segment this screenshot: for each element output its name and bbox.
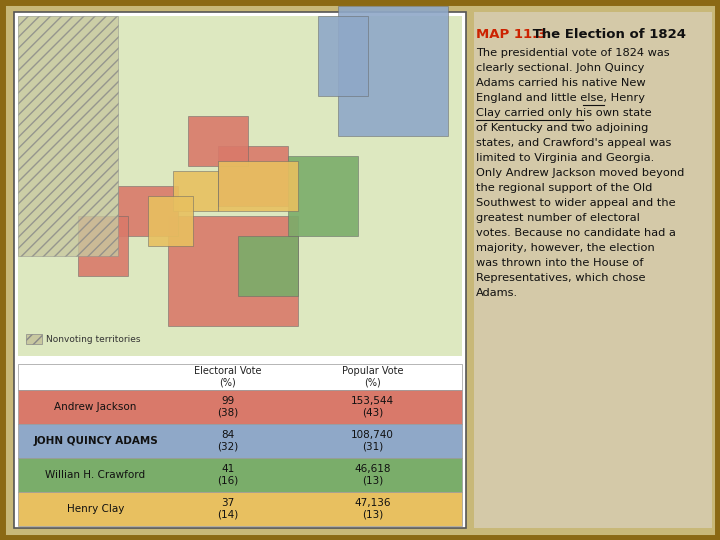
Text: 47,136
(13): 47,136 (13) bbox=[354, 498, 391, 520]
Bar bbox=[18, 458, 462, 492]
Bar bbox=[18, 424, 462, 458]
Text: Popular Vote
(%): Popular Vote (%) bbox=[342, 366, 403, 388]
Text: majority, however, the election: majority, however, the election bbox=[476, 243, 654, 253]
Text: MAP 11.3: MAP 11.3 bbox=[476, 28, 546, 41]
Text: Clay carried only his own state: Clay carried only his own state bbox=[476, 108, 652, 118]
Bar bbox=[238, 236, 298, 296]
Text: 41
(16): 41 (16) bbox=[217, 464, 238, 486]
Text: limited to Virginia and Georgia.: limited to Virginia and Georgia. bbox=[476, 153, 654, 163]
Bar bbox=[148, 196, 193, 246]
Text: Only Andrew Jackson moved beyond: Only Andrew Jackson moved beyond bbox=[476, 168, 685, 178]
Text: of Kentucky and two adjoining: of Kentucky and two adjoining bbox=[476, 123, 649, 133]
Text: The presidential vote of 1824 was: The presidential vote of 1824 was bbox=[476, 48, 670, 58]
Bar bbox=[78, 216, 128, 276]
Bar bbox=[188, 116, 248, 166]
Text: votes. Because no candidate had a: votes. Because no candidate had a bbox=[476, 228, 676, 238]
Text: England and little else, Henry: England and little else, Henry bbox=[476, 93, 645, 103]
Bar bbox=[18, 16, 462, 356]
Bar bbox=[168, 216, 298, 326]
Bar bbox=[118, 186, 178, 236]
Text: Henry Clay: Henry Clay bbox=[67, 504, 124, 514]
Text: Electoral Vote
(%): Electoral Vote (%) bbox=[194, 366, 262, 388]
Text: greatest number of electoral: greatest number of electoral bbox=[476, 213, 640, 223]
Bar bbox=[218, 146, 288, 206]
Bar bbox=[288, 156, 358, 236]
Bar bbox=[173, 171, 218, 211]
Text: Representatives, which chose: Representatives, which chose bbox=[476, 273, 646, 283]
Text: 84
(32): 84 (32) bbox=[217, 430, 238, 452]
Bar bbox=[18, 390, 462, 424]
Text: Nonvoting territories: Nonvoting territories bbox=[46, 334, 140, 343]
Text: was thrown into the House of: was thrown into the House of bbox=[476, 258, 644, 268]
Text: 108,740
(31): 108,740 (31) bbox=[351, 430, 394, 452]
Text: Adams carried his native New: Adams carried his native New bbox=[476, 78, 646, 88]
Bar bbox=[26, 334, 42, 344]
Bar bbox=[218, 161, 298, 211]
Text: Southwest to wider appeal and the: Southwest to wider appeal and the bbox=[476, 198, 675, 208]
Bar bbox=[318, 16, 368, 96]
Text: Andrew Jackson: Andrew Jackson bbox=[54, 402, 137, 412]
Text: 153,544
(43): 153,544 (43) bbox=[351, 396, 394, 418]
Bar bbox=[18, 364, 462, 390]
Text: Willian H. Crawford: Willian H. Crawford bbox=[45, 470, 145, 480]
Text: Adams.: Adams. bbox=[476, 288, 518, 298]
Text: JOHN QUINCY ADAMS: JOHN QUINCY ADAMS bbox=[33, 436, 158, 446]
Text: states, and Crawford's appeal was: states, and Crawford's appeal was bbox=[476, 138, 671, 148]
Text: the regional support of the Old: the regional support of the Old bbox=[476, 183, 652, 193]
Bar bbox=[338, 6, 448, 136]
Text: 46,618
(13): 46,618 (13) bbox=[354, 464, 391, 486]
Text: clearly sectional. John Quincy: clearly sectional. John Quincy bbox=[476, 63, 644, 73]
Bar bbox=[18, 492, 462, 526]
Text: 99
(38): 99 (38) bbox=[217, 396, 238, 418]
Bar bbox=[474, 12, 712, 528]
Text: 37
(14): 37 (14) bbox=[217, 498, 238, 520]
Bar bbox=[18, 16, 118, 256]
Bar bbox=[14, 12, 466, 528]
Text: The Election of 1824: The Election of 1824 bbox=[528, 28, 686, 41]
